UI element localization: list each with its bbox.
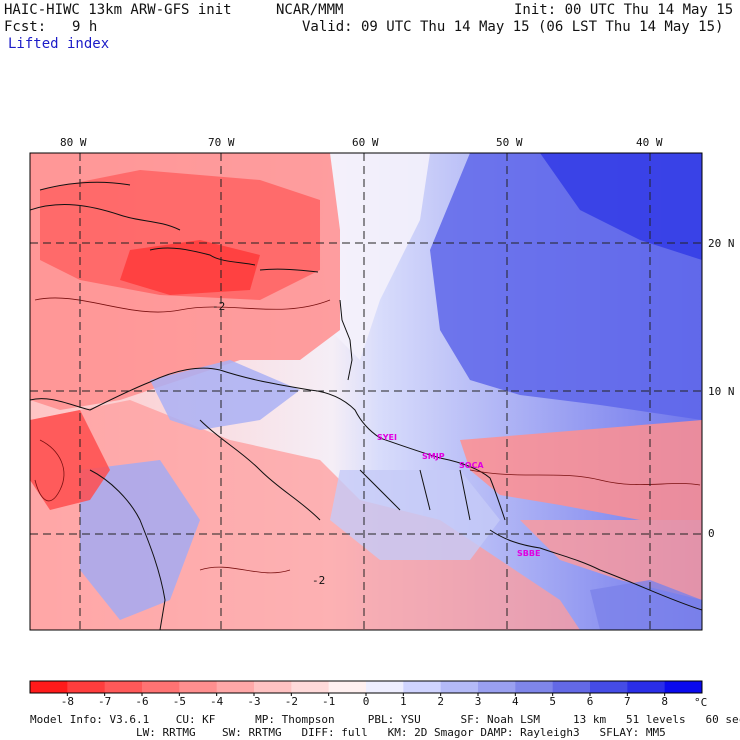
colorbar-tick-label: 4 bbox=[512, 695, 519, 708]
longitude-labels: 80 W 70 W 60 W 50 W 40 W bbox=[60, 136, 663, 149]
coastlines bbox=[30, 181, 702, 630]
colorbar-swatch bbox=[179, 681, 218, 693]
colorbar-swatch bbox=[627, 681, 666, 693]
model-title: HAIC-HIWC 13km ARW-GFS init bbox=[4, 2, 232, 18]
unstable-band-east bbox=[460, 420, 702, 520]
colorbar-swatch bbox=[664, 681, 703, 693]
lon-label: 70 W bbox=[208, 136, 235, 149]
colorbar-tick-label: -5 bbox=[173, 695, 186, 708]
colorbar-swatch bbox=[478, 681, 516, 693]
colorbar-tick-label: 1 bbox=[400, 695, 407, 708]
unstable-panama bbox=[30, 410, 110, 510]
colorbar-swatch bbox=[67, 681, 106, 693]
contour-labels: -2 -2 bbox=[212, 300, 325, 587]
colorbar-swatch bbox=[515, 681, 554, 693]
contour-label: -2 bbox=[312, 574, 325, 587]
unstable-band-amazon bbox=[520, 520, 702, 600]
colorbar-tick-label: -6 bbox=[135, 695, 148, 708]
colorbar: -8 -7 -6 -5 -4 -3 -2 -1 0 1 2 3 4 5 6 7 8 bbox=[29, 680, 703, 708]
lon-label: 60 W bbox=[352, 136, 379, 149]
colorbar-tick-label: -1 bbox=[322, 695, 335, 708]
footer-physics-info: LW: RRTMG SW: RRTMG DIFF: full KM: 2D Sm… bbox=[30, 726, 666, 739]
colorbar-swatch bbox=[403, 681, 442, 693]
station-label: SMJP bbox=[422, 452, 445, 461]
stable-core bbox=[540, 153, 702, 260]
lon-label: 40 W bbox=[636, 136, 663, 149]
colorbar-swatch bbox=[328, 681, 367, 693]
lat-label: 10 N bbox=[708, 385, 735, 398]
colorbar-tick-label: 7 bbox=[624, 695, 631, 708]
station-label: SBBE bbox=[517, 549, 540, 558]
lon-label: 50 W bbox=[496, 136, 523, 149]
lat-label: 20 N bbox=[708, 237, 735, 250]
latitude-labels: 20 N 10 N 0 bbox=[708, 237, 735, 540]
colorbar-tick-label: 5 bbox=[549, 695, 556, 708]
forecast-hour: 9 h bbox=[72, 19, 98, 35]
colorbar-swatch bbox=[254, 681, 292, 693]
lat-label: 0 bbox=[708, 527, 715, 540]
colorbar-swatch bbox=[30, 681, 68, 693]
colorbar-swatch bbox=[104, 681, 143, 693]
colorbar-tick-label: 2 bbox=[437, 695, 444, 708]
colorbar-swatch bbox=[590, 681, 628, 693]
colorbar-tick-label: -7 bbox=[98, 695, 111, 708]
contour-lines bbox=[34, 297, 701, 574]
footer-model-info: Model Info: V3.6.1 CU: KF MP: Thompson P… bbox=[30, 713, 740, 726]
colorbar-tick-label: 8 bbox=[661, 695, 668, 708]
map-frame bbox=[29, 152, 703, 631]
stable-andes bbox=[80, 460, 200, 620]
stable-south bbox=[590, 580, 702, 630]
stable-venezuela bbox=[150, 360, 300, 430]
colorbar-tick-label: -3 bbox=[247, 695, 260, 708]
init-time: Init: 00 UTC Thu 14 May 15 bbox=[514, 2, 734, 18]
colorbar-tick-label: -4 bbox=[210, 695, 224, 708]
unstable-peak-north bbox=[120, 240, 260, 295]
field-name: Lifted index bbox=[8, 36, 110, 52]
lon-label: 80 W bbox=[60, 136, 87, 149]
stable-guianas bbox=[330, 470, 500, 560]
colorbar-swatch bbox=[440, 681, 479, 693]
colorbar-tick-label: -2 bbox=[285, 695, 298, 708]
station-label: SOCA bbox=[459, 461, 484, 470]
colorbar-tick-label: 0 bbox=[363, 695, 370, 708]
colorbar-tick-label: 6 bbox=[587, 695, 594, 708]
valid-time: Valid: 09 UTC Thu 14 May 15 (06 LST Thu … bbox=[302, 19, 724, 35]
stations: SYEI SMJP SOCA SBBE bbox=[377, 433, 540, 558]
colorbar-swatch bbox=[216, 681, 255, 693]
contour-label: -2 bbox=[212, 300, 225, 313]
colorbar-tick-label: 3 bbox=[475, 695, 482, 708]
neutral-band bbox=[320, 153, 430, 360]
station-label: SYEI bbox=[377, 433, 397, 442]
colorbar-tick-label: -8 bbox=[61, 695, 74, 708]
colorbar-swatch bbox=[291, 681, 330, 693]
colorbar-swatch bbox=[366, 681, 404, 693]
org-label: NCAR/MMM bbox=[276, 2, 344, 18]
forecast-label: Fcst: bbox=[4, 19, 47, 35]
map-field: -2 -2 SYEI SMJP SOCA SBBE bbox=[30, 153, 702, 630]
colorbar-swatch bbox=[552, 681, 591, 693]
colorbar-swatch bbox=[142, 681, 180, 693]
graticule bbox=[30, 153, 702, 630]
colorbar-unit: °C bbox=[694, 696, 707, 709]
